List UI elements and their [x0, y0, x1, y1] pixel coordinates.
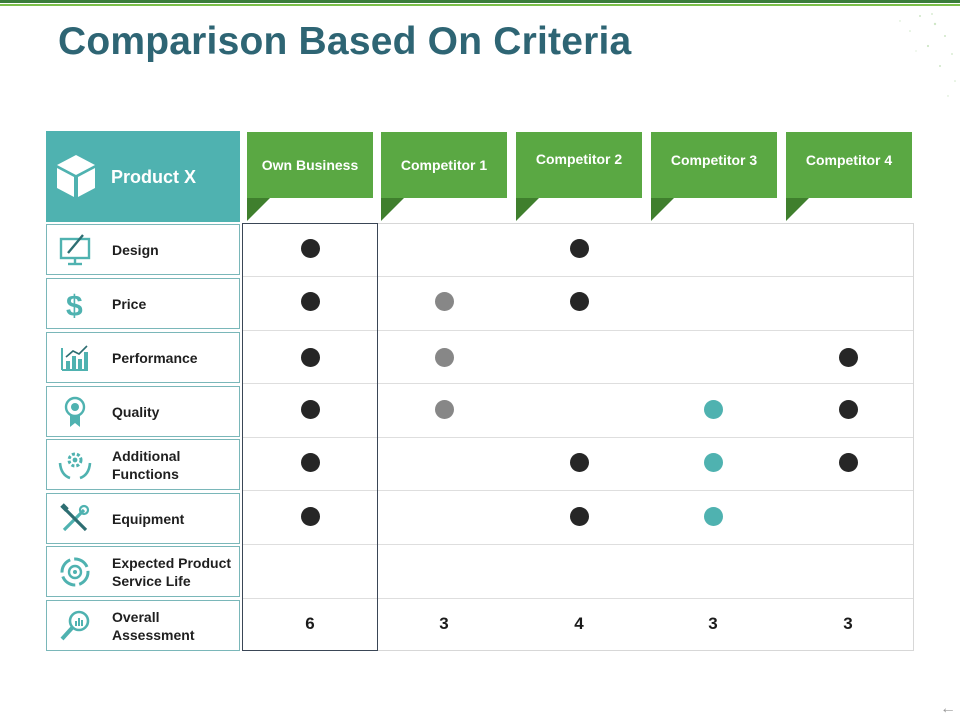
header-flag	[516, 198, 539, 221]
rating-dot	[569, 452, 589, 472]
criteria-label: Expected Product Service Life	[112, 554, 232, 589]
criteria-label: Performance	[112, 349, 198, 366]
rating-dot	[300, 347, 320, 367]
total-value: 3	[439, 614, 449, 633]
row-divider	[243, 544, 913, 545]
rating-dot	[838, 347, 858, 367]
rating-dot	[703, 506, 723, 526]
rating-dot	[300, 399, 320, 419]
total-value: 4	[574, 614, 584, 633]
criteria-label: Overall Assessment	[112, 608, 195, 643]
criteria-row-equipment: Equipment	[46, 493, 240, 544]
total-value: 3	[708, 614, 718, 633]
header-flag	[247, 198, 270, 221]
total-value: 6	[305, 614, 315, 633]
criteria-row-price: $ Price	[46, 278, 240, 329]
criteria-row-overall-assessment: Overall Assessment	[46, 600, 240, 651]
rating-dot	[300, 452, 320, 472]
column-header-competitor-1: Competitor 1	[381, 132, 507, 221]
criteria-label: Equipment	[112, 510, 185, 527]
column-label: Competitor 2	[535, 151, 623, 167]
top-rule-accent	[0, 4, 960, 6]
total-value: 3	[843, 614, 853, 633]
criteria-label: Design	[112, 241, 159, 258]
product-label: Product X	[111, 167, 197, 187]
tools-icon	[60, 503, 90, 532]
column-header-competitor-2: Competitor 2	[516, 132, 642, 221]
row-divider	[243, 276, 913, 277]
column-header-competitor-3: Competitor 3	[651, 132, 777, 221]
cube-icon	[57, 155, 95, 197]
row-divider	[243, 383, 913, 384]
award-ribbon-icon	[64, 396, 86, 427]
hands-gear-icon	[58, 452, 92, 480]
page-title: Comparison Based On Criteria	[58, 20, 632, 63]
rating-dot	[569, 238, 589, 258]
rating-dot	[300, 506, 320, 526]
nav-arrow-icon: ←	[940, 700, 956, 717]
rating-dot	[434, 347, 454, 367]
column-header-competitor-4: Competitor 4	[786, 132, 912, 221]
rating-dot	[300, 291, 320, 311]
rating-dot	[434, 399, 454, 419]
criteria-row-performance: Performance	[46, 332, 240, 383]
column-label: Own Business	[261, 157, 359, 173]
header-flag	[651, 198, 674, 221]
rating-dot	[838, 399, 858, 419]
rating-dot	[569, 506, 589, 526]
row-divider	[243, 490, 913, 491]
criteria-label: Price	[112, 295, 147, 312]
rating-dot	[434, 291, 454, 311]
bar-chart-icon	[61, 345, 88, 371]
column-header-own-business: Own Business	[247, 132, 373, 221]
svg-text:$: $	[66, 290, 83, 322]
row-divider	[243, 598, 913, 599]
criteria-row-service-life: Expected Product Service Life	[46, 546, 240, 597]
row-divider	[243, 330, 913, 331]
criteria-label: Additional Functions	[112, 447, 181, 482]
magnifier-chart-icon	[60, 610, 90, 641]
speckle-decoration	[899, 13, 956, 97]
column-label: Competitor 3	[670, 152, 758, 168]
criteria-row-design: Design	[46, 224, 240, 275]
own-business-highlight	[242, 223, 378, 651]
monitor-edit-icon	[59, 234, 91, 266]
column-label: Competitor 4	[805, 152, 893, 168]
rating-dot	[569, 291, 589, 311]
rating-dot	[703, 399, 723, 419]
rating-dot	[838, 452, 858, 472]
cycle-target-icon	[60, 557, 90, 587]
row-divider	[243, 437, 913, 438]
criteria-row-additional-functions: Additional Functions	[46, 439, 240, 490]
criteria-label: Quality	[112, 403, 160, 420]
rating-dot	[703, 452, 723, 472]
top-rule	[0, 0, 960, 3]
header-flag	[381, 198, 404, 221]
criteria-row-quality: Quality	[46, 386, 240, 437]
product-header: Product X	[46, 131, 240, 222]
rating-dot	[300, 238, 320, 258]
column-label: Competitor 1	[400, 157, 488, 173]
dollar-icon: $	[66, 290, 83, 322]
header-flag	[786, 198, 809, 221]
